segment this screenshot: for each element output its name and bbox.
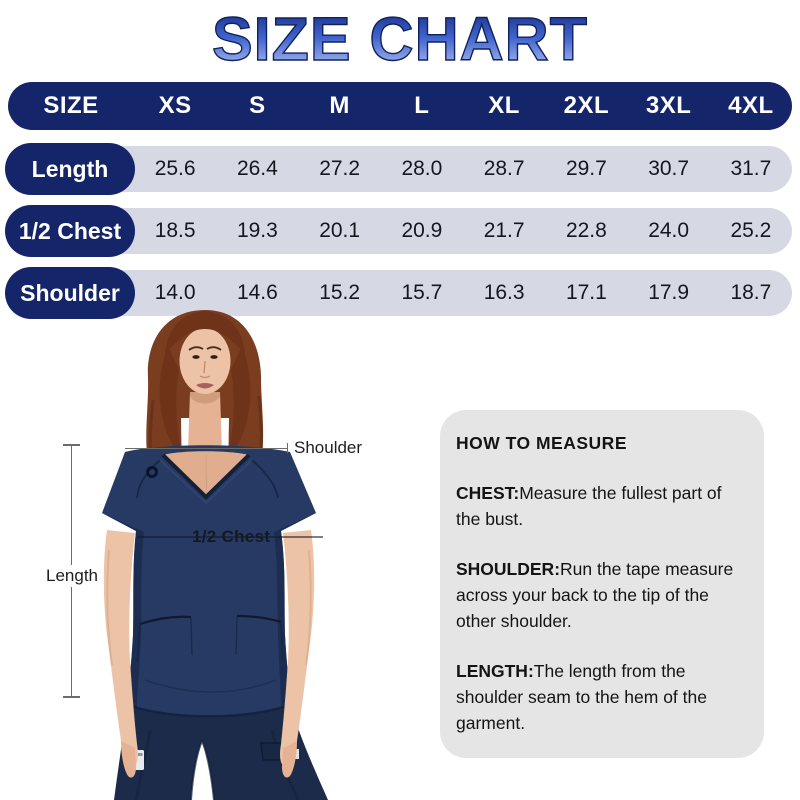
measure-item-chest-text: Measure the fullest part of the bust. bbox=[456, 483, 722, 529]
row-label-shoulder: Shoulder bbox=[5, 267, 135, 319]
table-row-length: Length 25.6 26.4 27.2 28.0 28.7 29.7 30.… bbox=[5, 143, 792, 195]
shoulder-tick bbox=[287, 443, 288, 453]
measure-item-length-label: LENGTH: bbox=[456, 661, 534, 681]
header-xl: XL bbox=[488, 92, 520, 119]
cell-length-3xl: 30.7 bbox=[648, 157, 690, 180]
page-title-wrap: SIZE CHART bbox=[0, 0, 800, 78]
measure-item-length-text: The length from the shoulder seam to the… bbox=[456, 661, 707, 733]
scrub-pants bbox=[114, 702, 328, 800]
header-l: L bbox=[414, 92, 430, 119]
left-arm bbox=[103, 530, 138, 768]
scrub-top bbox=[102, 445, 316, 717]
cell-length-s: 26.4 bbox=[236, 157, 278, 180]
cell-shoulder-3xl: 17.9 bbox=[648, 281, 690, 304]
cell-chest-xl: 21.7 bbox=[483, 219, 525, 242]
length-tick-bottom bbox=[63, 696, 80, 698]
cell-length-xs: 25.6 bbox=[154, 157, 196, 180]
neck bbox=[188, 392, 222, 458]
cell-length-m: 27.2 bbox=[319, 157, 361, 180]
cell-shoulder-xs: 14.0 bbox=[154, 281, 196, 304]
measure-item-chest: CHEST:Measure the fullest part of the bu… bbox=[456, 480, 748, 532]
title-graphic: SIZE CHART bbox=[211, 4, 588, 73]
row-label-chest: 1/2 Chest bbox=[5, 205, 135, 257]
shoulder-line bbox=[125, 448, 287, 449]
row-label-length: Length bbox=[5, 143, 135, 195]
measure-item-shoulder: SHOULDER:Run the tape measure across you… bbox=[456, 556, 748, 634]
chest-line bbox=[137, 536, 323, 538]
model-photo bbox=[102, 310, 328, 800]
header-m: M bbox=[329, 92, 350, 119]
header-4xl: 4XL bbox=[728, 92, 774, 119]
header-s: S bbox=[249, 92, 266, 119]
right-arm bbox=[280, 530, 315, 768]
cell-shoulder-xl: 16.3 bbox=[483, 281, 525, 304]
table-row-chest: 1/2 Chest 18.5 19.3 20.1 20.9 21.7 22.8 … bbox=[5, 205, 792, 257]
cell-chest-xs: 18.5 bbox=[154, 219, 196, 242]
length-label: Length bbox=[43, 565, 101, 587]
measure-item-length: LENGTH:The length from the shoulder seam… bbox=[456, 658, 748, 736]
how-to-measure-panel: HOW TO MEASURE CHEST:Measure the fullest… bbox=[440, 410, 764, 758]
cell-chest-3xl: 24.0 bbox=[648, 219, 690, 242]
cell-chest-m: 20.1 bbox=[319, 219, 361, 242]
cell-shoulder-m: 15.2 bbox=[319, 281, 361, 304]
measure-item-shoulder-label: SHOULDER: bbox=[456, 559, 561, 579]
shoulder-label: Shoulder bbox=[294, 438, 363, 457]
cell-chest-s: 19.3 bbox=[236, 219, 278, 242]
cell-length-l: 28.0 bbox=[401, 157, 443, 180]
cell-shoulder-4xl: 18.7 bbox=[730, 281, 772, 304]
cell-chest-4xl: 25.2 bbox=[730, 219, 772, 242]
header-size: SIZE bbox=[43, 92, 99, 119]
measure-panel-title: HOW TO MEASURE bbox=[456, 433, 627, 453]
chest-label: 1/2 Chest bbox=[192, 527, 271, 546]
cell-shoulder-s: 14.6 bbox=[236, 281, 278, 304]
cell-length-2xl: 29.7 bbox=[565, 157, 607, 180]
table-row-shoulder: Shoulder 14.0 14.6 15.2 15.7 16.3 17.1 1… bbox=[5, 267, 792, 319]
measure-item-shoulder-text: Run the tape measure across your back to… bbox=[456, 559, 734, 631]
cell-length-4xl: 31.7 bbox=[730, 157, 772, 180]
cell-shoulder-l: 15.7 bbox=[401, 281, 443, 304]
cell-chest-l: 20.9 bbox=[401, 219, 443, 242]
cell-length-xl: 28.7 bbox=[483, 157, 525, 180]
cell-chest-2xl: 22.8 bbox=[565, 219, 607, 242]
header-3xl: 3XL bbox=[645, 92, 692, 119]
header-xs: XS bbox=[158, 92, 192, 119]
d-ring bbox=[146, 466, 158, 478]
length-tick-top bbox=[63, 444, 80, 446]
header-2xl: 2XL bbox=[563, 92, 610, 119]
cell-shoulder-2xl: 17.1 bbox=[565, 281, 607, 304]
size-table-header: SIZE XS S M L XL 2XL 3XL 4XL bbox=[8, 82, 792, 130]
measure-item-chest-label: CHEST: bbox=[456, 483, 520, 503]
page-title: SIZE CHART bbox=[212, 5, 588, 73]
